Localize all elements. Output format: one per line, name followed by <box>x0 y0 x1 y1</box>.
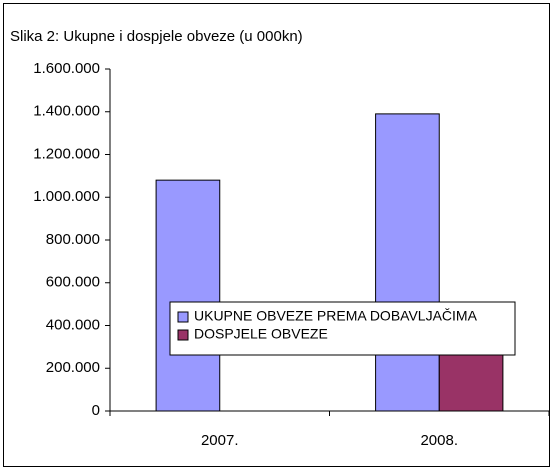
y-tick-label: 600.000 <box>46 274 100 291</box>
y-tick-label: 800.000 <box>46 231 100 248</box>
x-tick-label: 2007. <box>201 432 239 449</box>
bar <box>155 179 221 412</box>
y-tick-label: 1.200.000 <box>33 145 100 162</box>
y-tick-label: 1.000.000 <box>33 188 100 205</box>
y-tick-label: 200.000 <box>46 359 100 376</box>
bar <box>438 346 504 412</box>
legend <box>169 301 516 356</box>
x-tick-label: 2008. <box>420 432 458 449</box>
y-tick-label: 1.600.000 <box>33 60 100 77</box>
bar <box>375 113 440 412</box>
legend-label: DOSPJELE OBVEZE <box>194 326 328 342</box>
y-tick-label: 400.000 <box>46 316 100 333</box>
chart-title: Slika 2: Ukupne i dospjele obveze (u 000… <box>10 28 303 45</box>
y-tick-label: 0 <box>92 402 100 419</box>
y-tick-label: 1.400.000 <box>33 103 100 120</box>
legend-swatch <box>177 329 189 341</box>
legend-swatch <box>177 311 189 323</box>
legend-label: UKUPNE OBVEZE PREMA DOBAVLJAČIMA <box>194 308 478 324</box>
